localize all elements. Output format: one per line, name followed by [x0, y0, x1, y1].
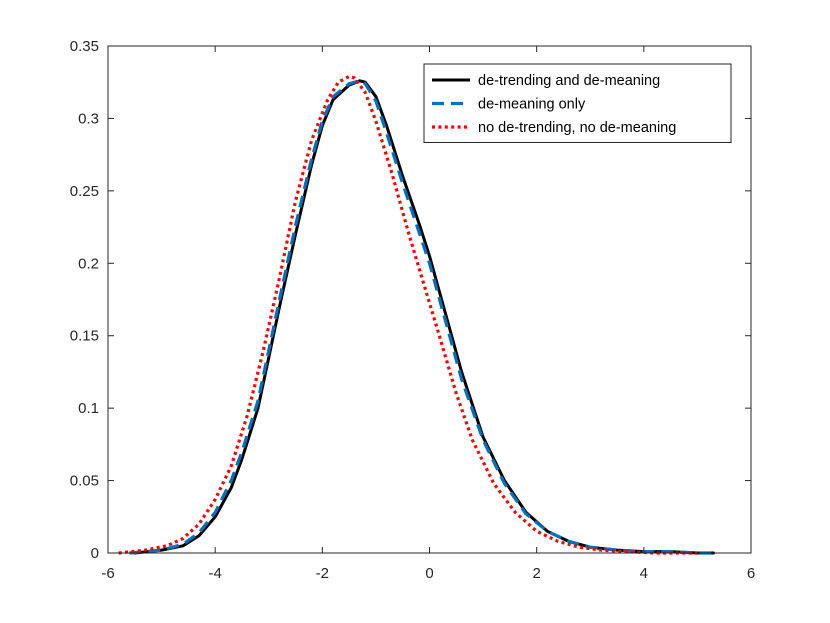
legend-label: no de-trending, no de-meaning [478, 120, 676, 136]
x-tick-label: -2 [316, 565, 329, 582]
legend: de-trending and de-meaning de-meaning onl… [423, 63, 732, 143]
series-layer [118, 74, 715, 555]
legend-label: de-meaning only [478, 97, 586, 113]
x-tick-label: 6 [747, 565, 755, 582]
y-tick-label: 0.3 [78, 110, 99, 127]
legend-box [423, 63, 732, 143]
y-tick-label: 0.15 [70, 328, 99, 345]
series-line-2 [129, 79, 714, 555]
x-tick-label: -6 [101, 565, 114, 582]
y-tick-label: 0.05 [70, 473, 99, 490]
x-tick-label: -4 [208, 565, 221, 582]
y-tick-label: 0.35 [70, 38, 99, 55]
y-tick-label: 0.1 [78, 400, 99, 417]
y-tick-label: 0.2 [78, 255, 99, 272]
y-tick-label: 0.25 [70, 183, 99, 200]
x-tick-label: 4 [640, 565, 648, 582]
series-line-3 [118, 74, 698, 555]
x-tick-label: 0 [425, 565, 433, 582]
legend-label: de-trending and de-meaning [478, 73, 660, 89]
x-tick-label: 2 [532, 565, 540, 582]
axes-layer: -6 -4 -2 0 2 4 6 0 0.05 0.1 0.15 0.2 0.25 0.3 0.35 [70, 38, 755, 582]
y-tick-label: 0 [91, 545, 99, 562]
